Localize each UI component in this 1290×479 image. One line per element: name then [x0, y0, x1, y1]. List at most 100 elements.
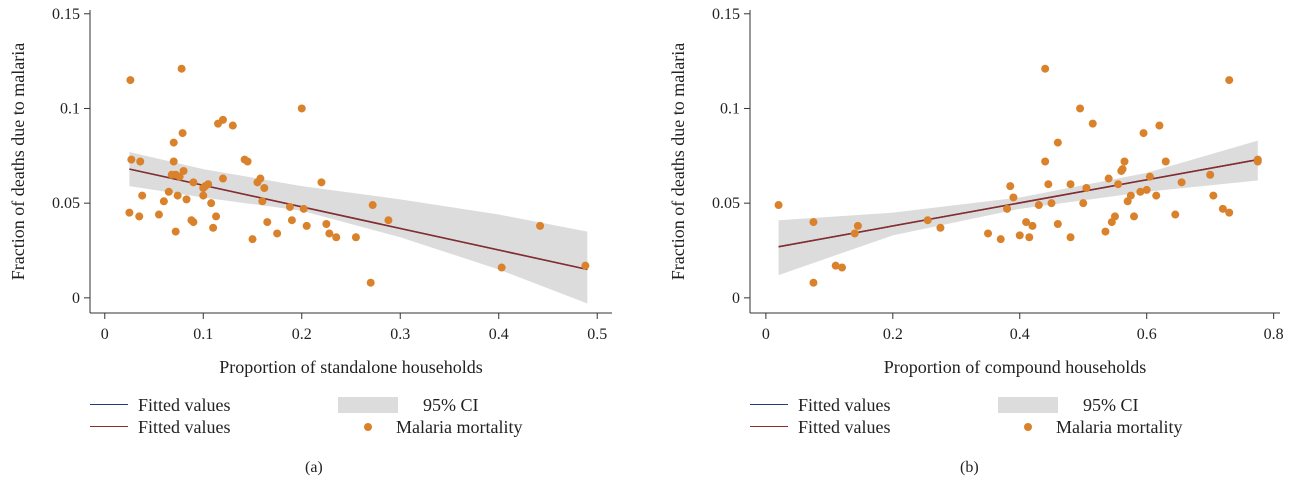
chart-b-data-point: [838, 263, 847, 272]
chart-a-data-point: [218, 115, 227, 124]
chart-a-data-point: [189, 218, 198, 227]
chart-a-data-point: [127, 155, 136, 164]
chart-b-data-point: [1104, 174, 1113, 183]
chart-a-x-tick-label: 0: [101, 326, 109, 343]
chart-a-ci-band: [129, 152, 588, 304]
chart-b-y-tick-label: 0.05: [712, 195, 740, 212]
chart-a-data-point: [302, 221, 311, 230]
chart-b-data-point: [1053, 219, 1062, 228]
legend-ci-swatch: [338, 397, 398, 413]
chart-a-data-point: [263, 218, 272, 227]
chart-b-data-point: [1253, 155, 1262, 164]
chart-a-data-point: [285, 202, 294, 211]
chart-b-data-point: [1110, 212, 1119, 221]
chart-b-data-point: [1120, 157, 1129, 166]
caption-b: (b): [960, 459, 979, 476]
chart-b-data-point: [984, 229, 993, 238]
chart-a-data-point: [199, 191, 208, 200]
legend-a-row-2: Fitted values Malaria mortality: [90, 416, 630, 438]
chart-b-data-point: [1009, 193, 1018, 202]
chart-a-data-point: [332, 233, 341, 242]
chart-b-data-point: [1076, 104, 1085, 113]
chart-b-data-point: [1066, 233, 1075, 242]
chart-a-y-tick-label: 0: [72, 290, 80, 307]
chart-a-data-point: [497, 263, 506, 272]
chart-a-y-tick-label: 0.1: [60, 100, 80, 117]
chart-b-x-tick-label: 0.6: [1137, 326, 1157, 343]
chart-a-y-tick-label: 0.15: [52, 6, 80, 23]
chart-b-data-point: [1015, 231, 1024, 240]
chart-b-data-point: [1114, 180, 1123, 189]
chart-a-data-point: [159, 197, 168, 206]
chart-a-x-tick-label: 0.5: [587, 326, 607, 343]
chart-a-x-tick-label: 0.1: [193, 326, 213, 343]
chart-b-data-point: [1126, 191, 1135, 200]
chart-a-data-point: [248, 235, 257, 244]
chart-b-data-point: [1225, 208, 1234, 217]
chart-b-data-point: [1082, 184, 1091, 193]
chart-a-data-point: [212, 212, 221, 221]
chart-b-data-point: [1047, 199, 1056, 208]
chart-a-data-point: [171, 227, 180, 236]
chart-b-data-point: [1206, 170, 1215, 179]
legend-ci-swatch: [998, 397, 1058, 413]
chart-b-data-point: [1053, 138, 1062, 147]
chart-a-data-point: [169, 138, 178, 147]
chart-b-data-point: [774, 201, 783, 210]
chart-b-y-tick-label: 0: [732, 290, 740, 307]
chart-b-data-point: [831, 261, 840, 270]
chart-a-data-point: [368, 201, 377, 210]
chart-a-data-point: [136, 157, 145, 166]
legend-points-label: Malaria mortality: [1056, 417, 1183, 437]
legend-b-row-2: Fitted values Malaria mortality: [750, 416, 1280, 438]
chart-a-data-point: [297, 104, 306, 113]
chart-a-data-point: [228, 121, 237, 130]
chart-a-data-point: [258, 197, 267, 206]
legend-point-marker: [1024, 423, 1032, 431]
chart-b-data-point: [1025, 233, 1034, 242]
legend-ci-label: 95% CI: [1083, 395, 1139, 415]
legend-a: Fitted values 95% CI Fitted values Malar…: [90, 394, 630, 438]
chart-b-y-axis-title: Fraction of deaths due to malaria: [668, 43, 688, 280]
chart-a-data-point: [189, 178, 198, 187]
chart-b-data-point: [1152, 191, 1161, 200]
chart-b-data-point: [1066, 180, 1075, 189]
chart-b-plot: 0 0.2 0.4 0.6 0.8 0 0.05 0.1 0.15 Proportion of c…: [668, 6, 1284, 377]
chart-a-data-point: [173, 191, 182, 200]
chart-a-y-tick-label: 0.05: [52, 195, 80, 212]
chart-a-data-point: [384, 216, 393, 225]
chart-b-data-point: [1136, 187, 1145, 196]
chart-a-data-point: [299, 204, 308, 213]
chart-b-data-point: [809, 218, 818, 227]
chart-b-data-point: [1177, 178, 1186, 187]
chart-b-data-point: [1003, 204, 1012, 213]
chart-a-data-point: [135, 212, 144, 221]
chart-b-data-point: [1034, 201, 1043, 210]
chart-b-data-point: [1218, 204, 1227, 213]
chart-b-ci-band: [778, 140, 1258, 276]
legend-points-label: Malaria mortality: [396, 417, 523, 437]
legend-fitted-label-2: Fitted values: [798, 417, 891, 437]
chart-a-data-point: [126, 76, 135, 85]
chart-b-data-point: [1155, 121, 1164, 130]
chart-a-data-point: [536, 221, 545, 230]
chart-a-y-axis-title: Fraction of deaths due to malaria: [8, 43, 28, 280]
chart-a-data-point: [154, 210, 163, 219]
chart-a-x-tick-label: 0.4: [489, 326, 509, 343]
chart-b-data-point: [1145, 172, 1154, 181]
chart-b-data-point: [1171, 210, 1180, 219]
chart-a-data-point: [182, 195, 191, 204]
chart-a-data-point: [179, 166, 188, 175]
legend-fitted-red-swatch: [750, 426, 788, 427]
chart-a-data-point: [317, 178, 326, 187]
caption-a: (a): [305, 459, 323, 476]
chart-b-data-point: [850, 229, 859, 238]
legend-fitted-red-swatch: [90, 426, 128, 427]
chart-a-data-point: [138, 191, 147, 200]
chart-a-data-point: [207, 199, 216, 208]
chart-a-data-point: [218, 174, 227, 183]
legend-a-row-1: Fitted values 95% CI: [90, 394, 630, 416]
legend-b: Fitted values 95% CI Fitted values Malar…: [750, 394, 1280, 438]
chart-b-data-point: [1209, 191, 1218, 200]
chart-a-data-point: [243, 157, 252, 166]
